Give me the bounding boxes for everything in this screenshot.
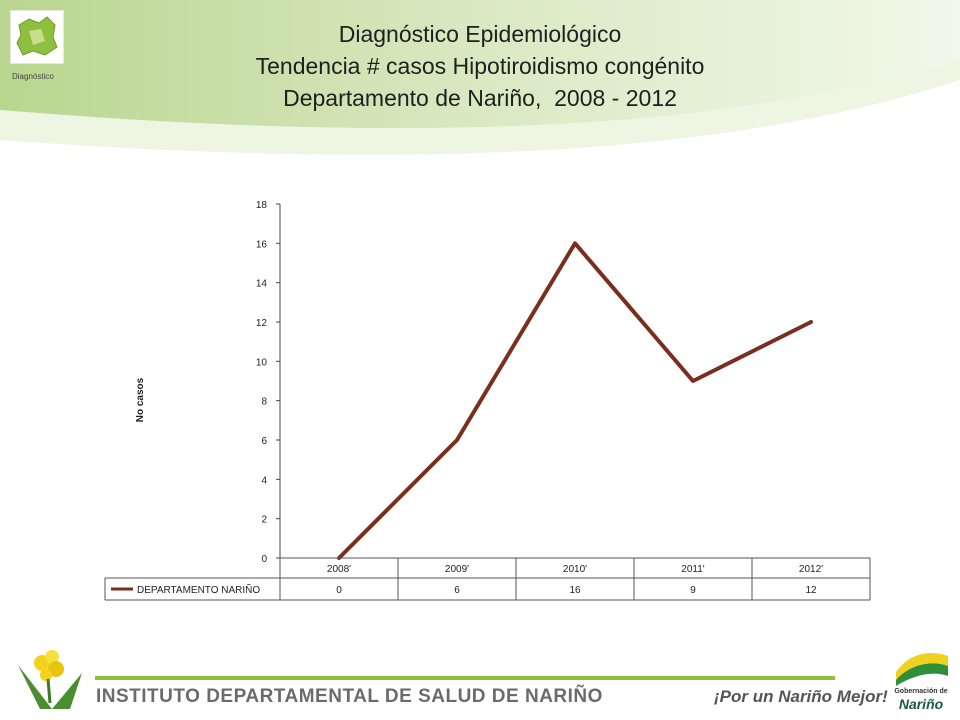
y-tick-label: 12	[256, 318, 268, 329]
gobernacion-line-1: Gobernación de	[894, 688, 948, 695]
title-line-3: Departamento de Nariño, 2008 - 2012	[283, 85, 677, 111]
slide-title: Diagnóstico Epidemiológico Tendencia # c…	[180, 18, 780, 114]
logo-caption: Diagnóstico	[12, 72, 54, 81]
series-point	[573, 241, 577, 245]
y-tick-label: 8	[261, 397, 267, 408]
header-background-swoosh	[0, 0, 960, 155]
series-point	[809, 320, 813, 324]
data-table-value: 0	[336, 585, 342, 596]
slogan: ¡Por un Nariño Mejor!	[714, 687, 888, 706]
y-tick-label: 10	[256, 357, 268, 368]
series-point	[455, 438, 459, 442]
data-table-value: 9	[690, 585, 696, 596]
data-table-value: 6	[454, 585, 460, 596]
title-line-1: Diagnóstico Epidemiológico	[338, 21, 622, 47]
y-tick-label: 2	[261, 515, 267, 526]
y-tick-label: 18	[256, 200, 268, 211]
map-icon	[16, 16, 58, 56]
footer-divider	[95, 676, 835, 680]
gobernacion-logo: Gobernación de Nariño	[888, 646, 954, 714]
gobernacion-flag-icon	[896, 653, 948, 686]
institute-flower-logo	[18, 650, 82, 709]
series-line-group	[337, 241, 813, 560]
y-tick-label: 16	[256, 239, 268, 250]
title-line-2: Tendencia # casos Hipotiroidismo congéni…	[255, 53, 705, 79]
map-logo	[10, 10, 64, 64]
series-line	[337, 241, 813, 560]
x-category-label: 2012'	[799, 564, 823, 575]
gobernacion-line-2: Nariño	[898, 696, 944, 712]
y-tick-label: 6	[261, 436, 267, 447]
y-tick-label: 0	[261, 554, 267, 565]
x-category-label: 2009'	[445, 564, 469, 575]
x-category-label: 2008'	[327, 564, 351, 575]
x-category-label: 2011'	[681, 564, 705, 575]
data-table-value: 12	[805, 585, 817, 596]
y-axis-label: No casos	[135, 377, 146, 422]
legend-label: DEPARTAMENTO NARIÑO	[137, 583, 260, 596]
data-table-value: 16	[569, 585, 581, 596]
y-axis: 0 2 4 6 8 10 12 14 16 18	[256, 200, 281, 565]
institute-name: INSTITUTO DEPARTAMENTAL DE SALUD DE NARI…	[96, 686, 603, 707]
series-point	[691, 379, 695, 383]
data-table: 2008' 2009' 2010' 2011' 2012' DEPARTAMENTO NA…	[104, 557, 871, 601]
x-category-label: 2010'	[563, 564, 587, 575]
y-tick-label: 14	[256, 279, 268, 290]
y-tick-label: 4	[261, 475, 267, 486]
